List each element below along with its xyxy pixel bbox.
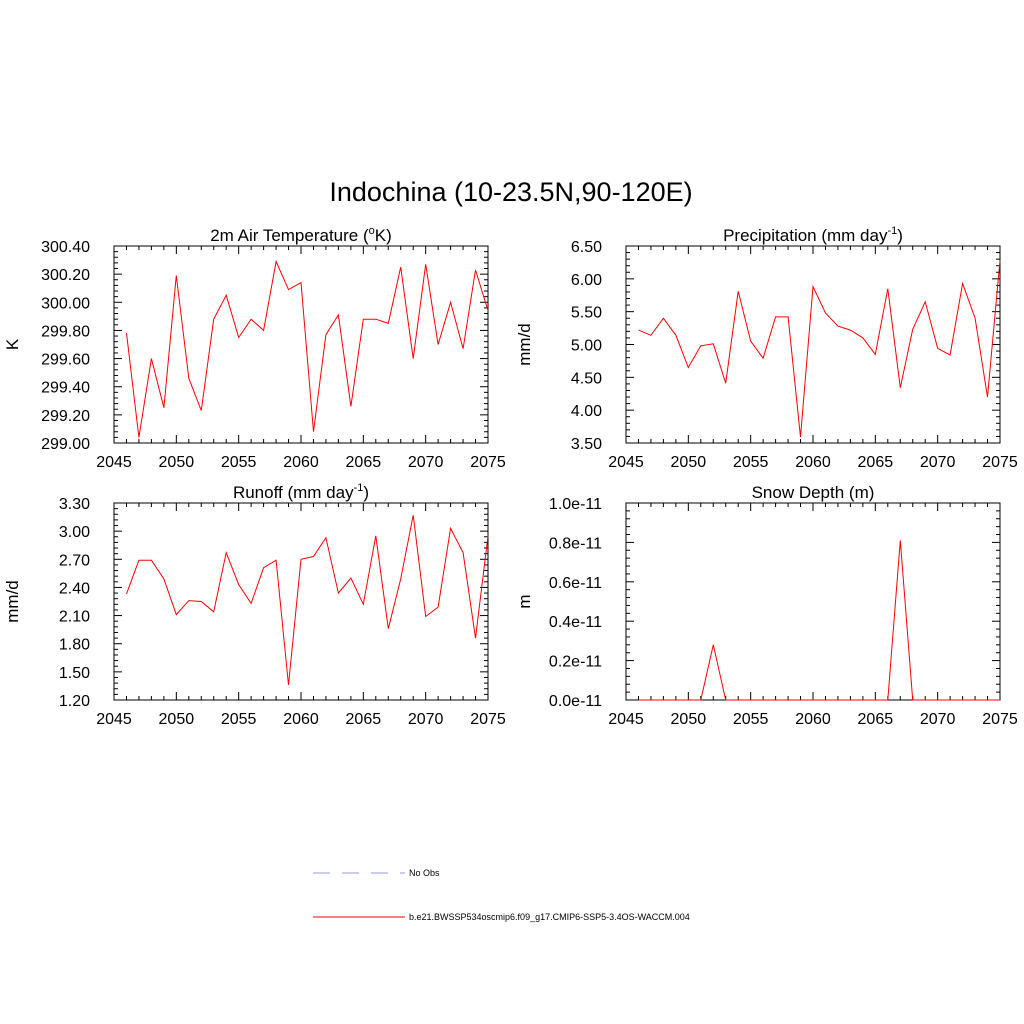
y-tick-label: 0.8e-11 — [549, 535, 602, 552]
x-tick-label: 2075 — [982, 454, 1018, 471]
y-tick-label: 0.0e-11 — [549, 693, 602, 710]
x-tick-label: 2045 — [96, 711, 132, 728]
plot-frame — [113, 502, 489, 701]
series-line-runoff — [126, 515, 489, 686]
y-tick-label: 6.00 — [571, 272, 602, 289]
y-tick-label: 1.80 — [59, 637, 90, 654]
y-tick-label: 0.2e-11 — [549, 654, 602, 671]
x-tick-label: 2060 — [283, 711, 319, 728]
x-tick-label: 2060 — [795, 454, 831, 471]
y-tick-label: 300.00 — [41, 295, 90, 312]
x-tick-label: 2045 — [608, 711, 644, 728]
x-tick-label: 2065 — [858, 454, 894, 471]
x-tick-label: 2065 — [346, 711, 382, 728]
y-tick-label: 2.10 — [59, 609, 90, 626]
x-tick-label: 2075 — [470, 711, 506, 728]
panel-title-superscript: -1 — [887, 225, 897, 237]
y-tick-label: 3.50 — [571, 436, 602, 453]
y-tick-label: 0.4e-11 — [549, 614, 602, 631]
y-tick-label: 5.50 — [571, 305, 602, 322]
y-tick-label: 1.50 — [59, 665, 90, 682]
y-axis-label: mm/d — [3, 580, 22, 623]
x-tick-label: 2070 — [920, 454, 956, 471]
x-tick-label: 2075 — [470, 454, 506, 471]
series-line-temperature — [126, 259, 489, 438]
y-axis-label: m — [515, 594, 534, 608]
y-tick-label: 2.70 — [59, 552, 90, 569]
legend-label-no-obs: No Obs — [409, 868, 440, 878]
x-tick-label: 2045 — [608, 454, 644, 471]
x-tick-label: 2055 — [221, 454, 257, 471]
x-tick-label: 2070 — [408, 454, 444, 471]
y-tick-label: 3.30 — [59, 496, 90, 513]
panel-title-tail: ) — [363, 483, 369, 502]
panel-title-tail: K) — [375, 226, 392, 245]
y-tick-label: 299.40 — [41, 380, 90, 397]
panel-title: Precipitation (mm day-1) — [723, 225, 903, 245]
x-tick-label: 2065 — [858, 711, 894, 728]
panel-title: 2m Air Temperature (oK) — [210, 225, 392, 245]
panel-title-superscript: -1 — [354, 482, 364, 494]
x-tick-label: 2055 — [733, 454, 769, 471]
y-tick-label: 6.50 — [571, 239, 602, 256]
x-tick-label: 2075 — [982, 711, 1018, 728]
y-tick-label: 0.6e-11 — [549, 575, 602, 592]
x-tick-label: 2055 — [221, 711, 257, 728]
y-tick-label: 3.00 — [59, 524, 90, 541]
x-tick-label: 2050 — [671, 454, 707, 471]
x-tick-label: 2050 — [159, 711, 195, 728]
x-tick-label: 2050 — [159, 454, 195, 471]
panel-title-superscript: o — [369, 225, 375, 237]
panel-title-main: Precipitation (mm day — [723, 226, 888, 245]
y-axis-label: K — [3, 338, 22, 350]
x-tick-label: 2070 — [408, 711, 444, 728]
x-tick-label: 2050 — [671, 711, 707, 728]
y-tick-label: 299.80 — [41, 323, 90, 340]
panel-title-main: Snow Depth (m) — [752, 483, 875, 502]
panel-title-main: 2m Air Temperature ( — [210, 226, 369, 245]
y-tick-label: 2.40 — [59, 580, 90, 597]
panel-title-main: Runoff (mm day — [233, 483, 354, 502]
panel-title: Snow Depth (m) — [752, 483, 875, 502]
y-tick-label: 299.60 — [41, 352, 90, 369]
y-tick-label: 299.20 — [41, 408, 90, 425]
x-tick-label: 2045 — [96, 454, 132, 471]
panels-group: 2045 2050 2055 2060 2065 2070 2075 299.00 299.20… — [3, 225, 1018, 728]
panel-runoff: 2045 2050 2055 2060 2065 2070 2075 1.20 1.50 1.80… — [3, 482, 506, 728]
x-tick-label: 2060 — [283, 454, 319, 471]
legend-label-model: b.e21.BWSSP534oscmip6.f09_g17.CMIP6-SSP5… — [409, 912, 690, 922]
panel-precipitation: 2045 2050 2055 2060 2065 2070 2075 3.50 4.00 4.50… — [515, 225, 1018, 471]
panel-title-tail: ) — [897, 226, 903, 245]
plot-frame — [625, 502, 1001, 701]
x-tick-label: 2055 — [733, 711, 769, 728]
panel-title: Runoff (mm day-1) — [233, 482, 369, 502]
y-tick-label: 5.00 — [571, 338, 602, 355]
y-tick-label: 4.50 — [571, 370, 602, 387]
y-tick-label: 300.20 — [41, 267, 90, 284]
legend: No Obs b.e21.BWSSP534oscmip6.f09_g17.CMI… — [313, 868, 690, 922]
y-tick-label: 1.0e-11 — [549, 496, 602, 513]
x-tick-label: 2060 — [795, 711, 831, 728]
y-tick-label: 299.00 — [41, 436, 90, 453]
y-tick-label: 4.00 — [571, 403, 602, 420]
series-line-precipitation — [638, 260, 1001, 438]
x-tick-label: 2065 — [346, 454, 382, 471]
x-tick-label: 2070 — [920, 711, 956, 728]
y-tick-label: 300.40 — [41, 239, 90, 256]
plot-frame — [625, 245, 1001, 444]
series-line-snow-depth — [638, 540, 1000, 701]
figure-title: Indochina (10-23.5N,90-120E) — [329, 177, 692, 207]
panel-snow-depth: 2045 2050 2055 2060 2065 2070 2075 0.0e-11 0.2e-… — [515, 483, 1018, 728]
y-axis-label: mm/d — [515, 323, 534, 366]
panel-temperature: 2045 2050 2055 2060 2065 2070 2075 299.00 299.20… — [3, 225, 506, 471]
y-tick-label: 1.20 — [59, 693, 90, 710]
